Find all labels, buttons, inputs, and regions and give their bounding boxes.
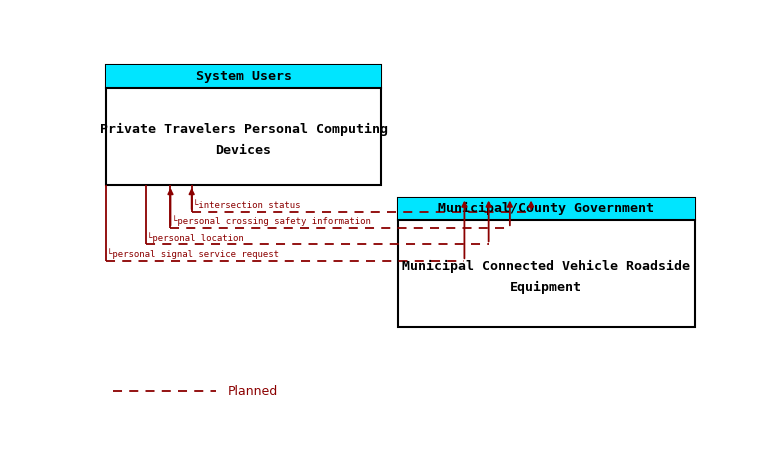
Bar [398,198,694,327]
Text: Planned: Planned [228,385,278,398]
Text: Municipal/County Government: Municipal/County Government [438,202,655,215]
Text: System Users: System Users [196,70,292,83]
Text: Municipal Connected Vehicle Roadside: Municipal Connected Vehicle Roadside [402,260,691,273]
Text: └personal location: └personal location [148,232,244,242]
Text: Private Travelers Personal Computing: Private Travelers Personal Computing [99,123,388,136]
Text: └intersection status: └intersection status [193,201,300,210]
Text: └personal signal service request: └personal signal service request [107,248,279,260]
Text: Equipment: Equipment [510,281,583,295]
Bar [398,198,694,220]
Text: └personal crossing safety information: └personal crossing safety information [172,216,371,226]
Bar [106,65,382,88]
Bar [106,65,382,185]
Text: Devices: Devices [216,144,271,157]
